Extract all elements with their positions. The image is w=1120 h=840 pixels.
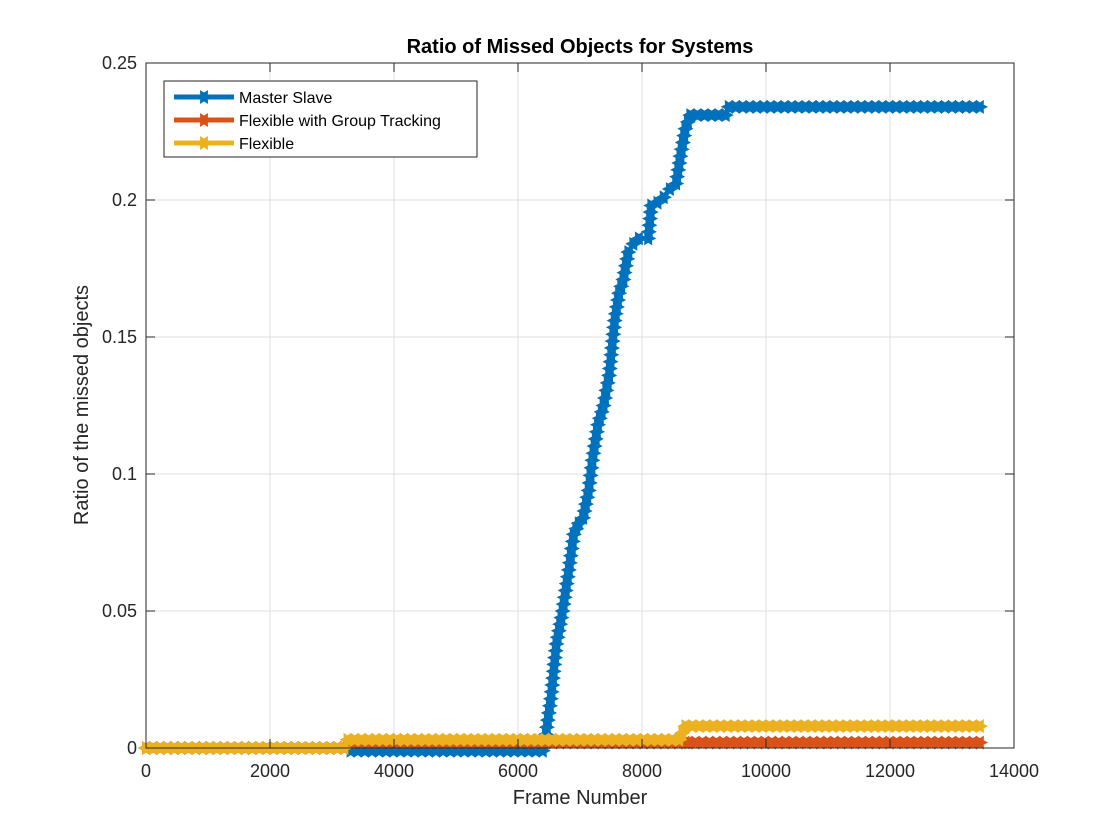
- series-marker: [971, 735, 988, 750]
- legend-swatch-marker: [195, 112, 213, 128]
- plot-frame: [145, 62, 1015, 749]
- x-axis-label: Frame Number: [513, 787, 648, 809]
- y-tick-label: 0.2: [112, 190, 137, 210]
- x-tick-label: 10000: [741, 761, 791, 781]
- plot-area: [146, 63, 1014, 748]
- x-tick-label: 6000: [498, 761, 538, 781]
- x-tick-label: 8000: [622, 761, 662, 781]
- series-marker: [971, 99, 988, 114]
- tick-labels: 0 2000 4000 6000 8000 10000 12000 14000 0 0.05 0.1…: [102, 53, 1039, 781]
- y-axis-label: Ratio of the missed objects: [71, 285, 93, 525]
- x-tick-label: 12000: [865, 761, 915, 781]
- y-tick-label: 0.1: [112, 464, 137, 484]
- series-marker: [971, 719, 988, 734]
- legend-entry: Master Slave: [174, 89, 332, 107]
- y-tick-label: 0.15: [102, 327, 137, 347]
- y-tick-label: 0.25: [102, 53, 137, 73]
- x-tick-label: 2000: [250, 761, 290, 781]
- x-tick-label: 14000: [989, 761, 1039, 781]
- legend-label: Flexible: [239, 136, 294, 153]
- y-tick-label: 0.05: [102, 601, 137, 621]
- legend-swatch-marker: [195, 89, 213, 105]
- legend-label: Flexible with Group Tracking: [239, 113, 441, 130]
- legend-swatch-marker: [195, 135, 213, 151]
- legend-entry: Flexible with Group Tracking: [174, 112, 441, 130]
- legend-entry: Flexible: [174, 135, 294, 153]
- axis-ticks: [145, 62, 1015, 749]
- legend: Master Slave Flexible with Group Tracking…: [163, 80, 478, 158]
- grid-lines: [146, 63, 1014, 748]
- y-tick-label: 0: [127, 738, 137, 758]
- chart-title: Ratio of Missed Objects for Systems: [407, 36, 754, 58]
- legend-label: Master Slave: [239, 90, 332, 107]
- x-tick-label: 0: [141, 761, 151, 781]
- x-tick-label: 4000: [374, 761, 414, 781]
